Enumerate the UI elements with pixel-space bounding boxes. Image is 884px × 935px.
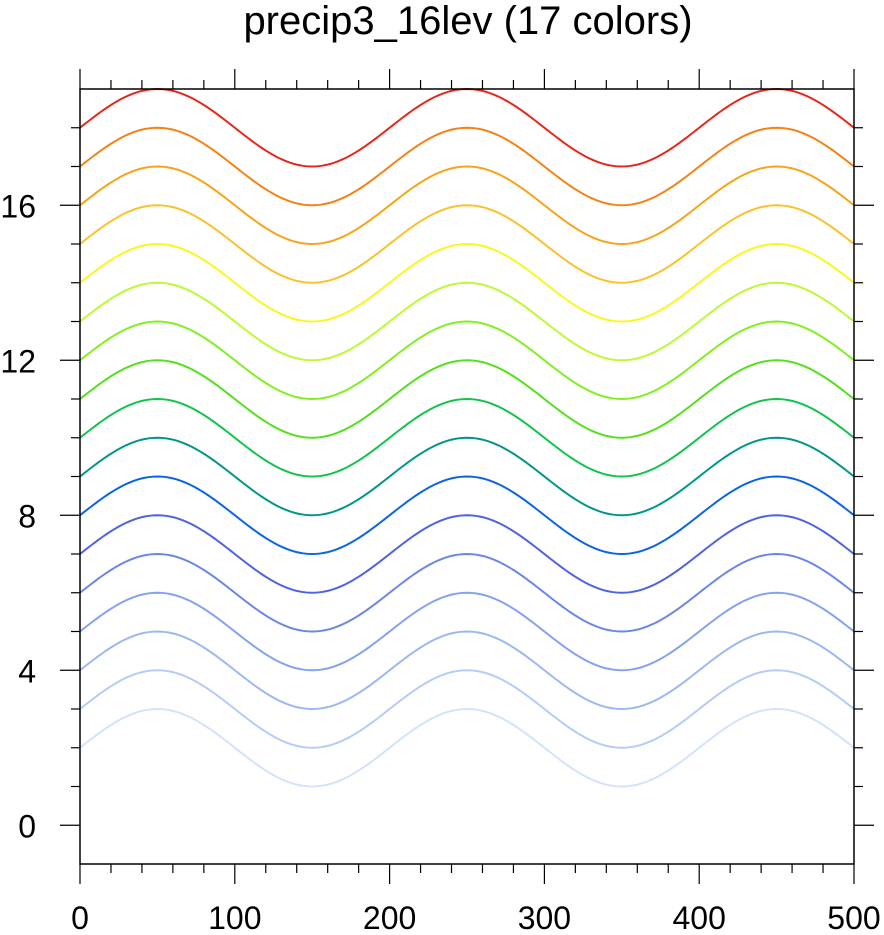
y-tick-label: 0 — [18, 808, 36, 844]
series-line-6 — [79, 514, 855, 594]
series-line-8 — [79, 436, 855, 517]
series-line-14 — [79, 204, 855, 284]
axis-ticks — [60, 69, 874, 884]
y-axis-tick-labels: 0 4 8 12 16 — [0, 188, 36, 844]
x-tick-label: 0 — [71, 900, 89, 935]
x-axis-tick-labels: 0 100 200 300 400 500 — [71, 900, 881, 935]
y-tick-label: 16 — [0, 188, 36, 224]
x-tick-label: 400 — [673, 900, 726, 935]
series-line-10 — [79, 359, 855, 439]
series-line-7 — [79, 475, 855, 556]
x-tick-label: 500 — [827, 900, 880, 935]
y-tick-label: 8 — [18, 498, 36, 534]
series-line-15 — [79, 165, 855, 246]
series-line-3 — [79, 630, 855, 711]
series-line-2 — [79, 669, 855, 749]
series-line-9 — [79, 397, 855, 478]
series-line-4 — [79, 591, 855, 672]
y-tick-label: 12 — [0, 343, 36, 379]
series-line-1 — [79, 707, 855, 788]
series-line-5 — [79, 552, 855, 633]
series-line-13 — [79, 242, 855, 323]
series-line-12 — [79, 281, 855, 362]
x-tick-label: 100 — [208, 900, 261, 935]
series-line-11 — [79, 320, 855, 401]
plot-lines — [79, 87, 855, 788]
series-line-16 — [79, 126, 855, 207]
y-tick-label: 4 — [18, 653, 36, 689]
x-tick-label: 200 — [363, 900, 416, 935]
x-tick-label: 300 — [518, 900, 571, 935]
chart-title: precip3_16lev (17 colors) — [243, 0, 692, 43]
